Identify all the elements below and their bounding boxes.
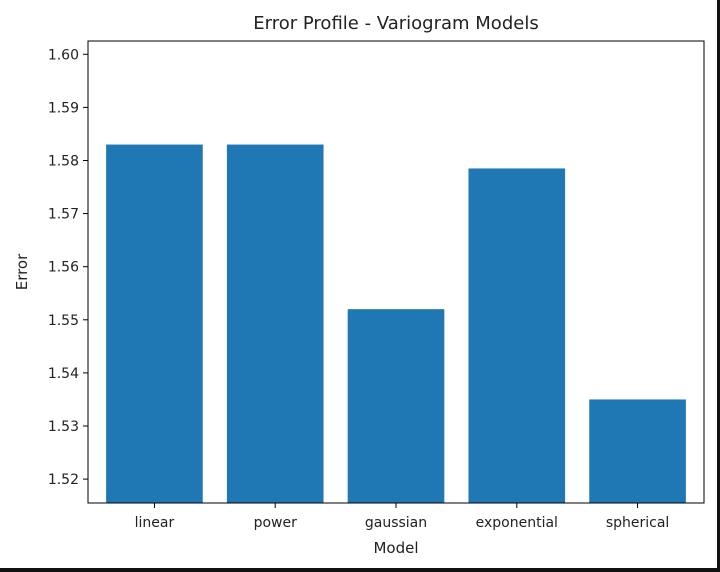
y-tick-label: 1.54 xyxy=(48,366,79,382)
y-tick-label: 1.57 xyxy=(48,207,79,223)
bars-group xyxy=(106,144,686,503)
x-tick-label-power: power xyxy=(254,515,298,531)
y-tick-label: 1.53 xyxy=(48,419,79,435)
y-tick-label: 1.56 xyxy=(48,260,79,276)
y-tick-label: 1.52 xyxy=(48,472,79,488)
x-axis: linear power gaussian exponential spherical xyxy=(135,503,669,531)
y-tick-label: 1.59 xyxy=(48,100,79,116)
x-tick-label-linear: linear xyxy=(135,515,175,531)
plot-area-border xyxy=(87,40,705,504)
y-tick-label: 1.60 xyxy=(48,47,79,63)
y-axis: 1.52 1.53 1.54 1.55 1.56 1.57 1.58 1.59 1.60 xyxy=(48,47,88,488)
x-tick-label-exponential: exponential xyxy=(476,515,558,531)
y-axis-label: Error xyxy=(13,253,31,290)
x-tick-label-gaussian: gaussian xyxy=(365,515,427,531)
y-tick-label: 1.58 xyxy=(48,153,79,169)
bar-exponential xyxy=(468,168,566,503)
bar-spherical xyxy=(589,399,686,503)
x-tick-label-spherical: spherical xyxy=(606,515,669,531)
chart-title: Error Profile - Variogram Models xyxy=(253,13,538,34)
x-axis-label: Model xyxy=(373,539,418,557)
bar-gaussian xyxy=(347,309,445,503)
bar-power xyxy=(226,144,324,503)
bar-linear xyxy=(106,144,203,503)
y-tick-label: 1.55 xyxy=(48,313,79,329)
